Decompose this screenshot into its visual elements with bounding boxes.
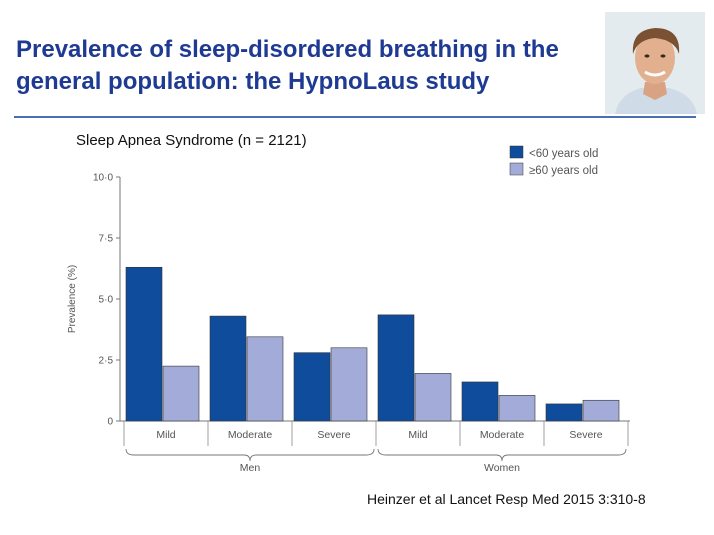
legend-swatch-old xyxy=(509,162,524,176)
y-tick-label: 10·0 xyxy=(93,173,113,184)
bar-old xyxy=(330,347,368,422)
bar-old xyxy=(162,365,200,422)
plot-area: 0 2·5 5·0 7·5 10·0 Mild Moderate Severe Mild Mode… xyxy=(93,173,630,474)
y-tick-label: 2·5 xyxy=(99,356,114,367)
x-tick-label: Moderate xyxy=(480,429,525,441)
y-tick-label: 7·5 xyxy=(99,234,114,245)
bar-young xyxy=(545,403,583,422)
bar-young xyxy=(293,352,331,422)
chart-legend: <60 years old ≥60 years old xyxy=(509,145,598,177)
x-tick-label: Severe xyxy=(569,429,602,441)
bar-old xyxy=(414,373,452,422)
legend-label-old: ≥60 years old xyxy=(529,165,598,177)
group-bracket xyxy=(377,448,627,462)
bar-old xyxy=(498,395,536,422)
bar-young xyxy=(377,314,415,422)
x-tick-label: Mild xyxy=(408,429,427,441)
x-tick-label: Mild xyxy=(156,429,175,441)
bar-young xyxy=(125,266,163,422)
group-label: Men xyxy=(240,462,261,474)
y-tick-label: 0 xyxy=(107,417,113,428)
presenter-photo xyxy=(605,12,705,114)
group-bracket xyxy=(125,448,375,462)
legend-label-young: <60 years old xyxy=(529,148,598,160)
chart-subtitle: Sleep Apnea Syndrome (n = 2121) xyxy=(76,132,307,149)
bar-young xyxy=(461,381,499,422)
slide-title: Prevalence of sleep-disordered breathing… xyxy=(16,36,559,95)
y-axis-label: Prevalence (%) xyxy=(67,265,78,333)
x-tick-label: Severe xyxy=(317,429,350,441)
y-tick-label: 5·0 xyxy=(99,295,114,306)
group-label: Women xyxy=(484,462,520,474)
title-divider xyxy=(14,116,696,118)
bar-old xyxy=(246,336,284,422)
bar-old xyxy=(582,399,620,422)
bar-young xyxy=(209,315,247,422)
x-tick-label: Moderate xyxy=(228,429,273,441)
legend-swatch-young xyxy=(509,145,524,159)
citation: Heinzer et al Lancet Resp Med 2015 3:310… xyxy=(367,491,646,507)
